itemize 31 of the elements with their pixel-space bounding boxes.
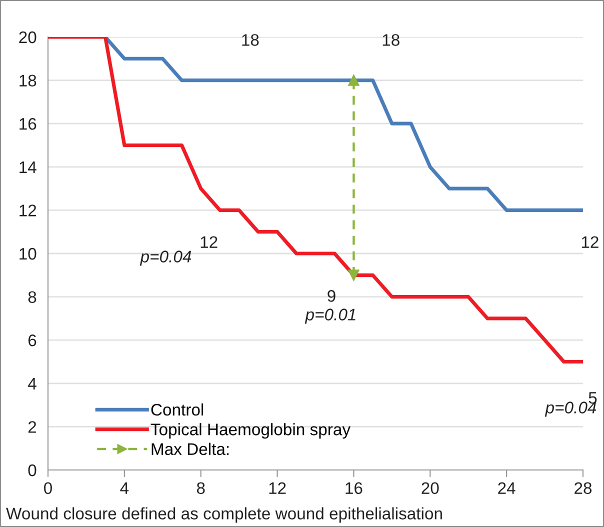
y-tick-label: 2: [28, 421, 36, 433]
annotation: p=0.01: [304, 308, 356, 324]
legend-label: Control: [151, 403, 204, 416]
y-tick-label: 20: [19, 31, 36, 44]
x-tick-label: 24: [498, 482, 516, 494]
annotation: p=0.04: [544, 402, 596, 417]
legend-label: Max Delta:: [152, 442, 229, 456]
x-tick-label: 20: [422, 482, 439, 494]
x-tick-label: 16: [346, 482, 362, 494]
annotation: 12: [582, 236, 598, 248]
annotation: 18: [242, 34, 259, 46]
x-tick-label: 4: [120, 482, 129, 494]
x-tick-label: 28: [574, 482, 592, 494]
x-tick-label: 0: [44, 482, 52, 494]
y-tick-label: 6: [28, 334, 36, 346]
annotation: p=0.04: [140, 250, 192, 266]
annotation: 9: [328, 290, 336, 302]
annotation: 12: [200, 236, 218, 248]
y-tick-label: 18: [20, 74, 36, 87]
y-tick-label: 12: [20, 204, 36, 216]
text: Wound closure defined as complete wound epithelialisation: [6, 507, 442, 523]
y-tick-label: 4: [28, 378, 36, 390]
x-tick-label: 8: [196, 482, 205, 494]
y-tick-label: 10: [20, 248, 36, 260]
y-tick-label: 0: [28, 464, 36, 476]
annotation: 18: [382, 34, 400, 46]
y-tick-label: 8: [28, 291, 36, 304]
x-tick-label: 12: [269, 482, 286, 494]
y-tick-label: 14: [20, 161, 36, 173]
legend-label: Topical Haemoglobin spray: [150, 423, 351, 439]
y-tick-label: 16: [20, 118, 36, 130]
